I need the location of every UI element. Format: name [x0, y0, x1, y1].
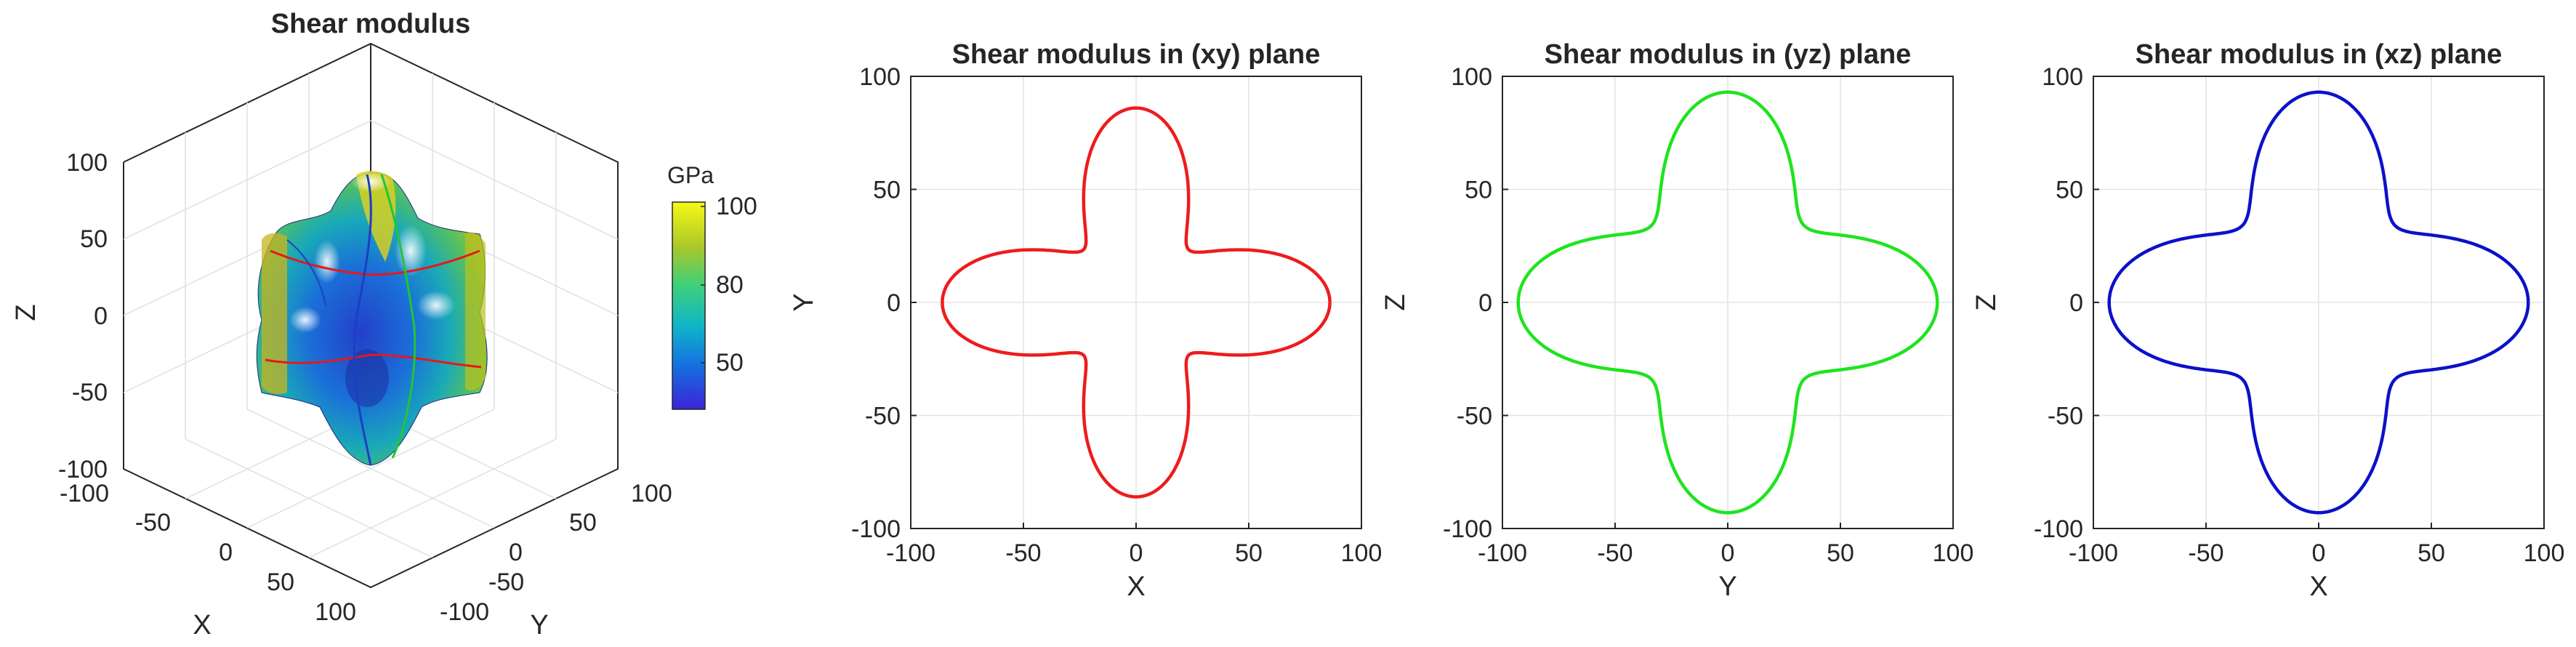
series-curve: [1516, 90, 1939, 515]
y-tick: 0: [509, 539, 523, 566]
y-tick-label: 100: [859, 63, 901, 91]
y-axis-label: Z: [1380, 294, 1411, 310]
panel-title: Shear modulus in (xz) plane: [2136, 39, 2503, 70]
x-axis-label: X: [193, 610, 211, 640]
y-tick: 50: [569, 509, 597, 537]
x-tick-label: -100: [1478, 539, 1527, 567]
x-tick-label: 50: [1235, 539, 1263, 567]
x-tick: 50: [267, 568, 294, 596]
x-tick-label: 100: [1933, 539, 1974, 567]
x-ticks: -100 -50 0 50 100: [60, 480, 356, 626]
y-tick-label: -50: [1457, 403, 1492, 430]
x-tick-label: 0: [1721, 539, 1735, 567]
x-tick: 0: [219, 539, 233, 566]
y-tick-label: -100: [851, 515, 901, 543]
y-tick-label: 50: [1465, 177, 1492, 204]
x-tick-label: 0: [2312, 539, 2326, 567]
y-tick: 100: [631, 480, 672, 507]
colorbar-tick: 100: [716, 193, 757, 220]
x-tick: -50: [135, 509, 171, 537]
panel-title: Shear modulus in (yz) plane: [1545, 39, 1912, 70]
shear-surface: [256, 171, 488, 466]
y-tick-label: 0: [887, 289, 901, 317]
surface-title: Shear modulus: [271, 9, 471, 39]
z-tick: 0: [94, 302, 108, 330]
y-axis-label: Y: [530, 610, 548, 640]
z-tick: -100: [58, 456, 108, 483]
x-axis-label: X: [1127, 571, 1145, 602]
yz-plane-panel: -100 -50 0 50 100 100 50 0 -50 -100 Shear modulus …: [1380, 39, 1973, 602]
y-tick-label: -100: [2034, 515, 2083, 543]
x-tick-label: 0: [1130, 539, 1143, 567]
y-tick-label: 50: [873, 177, 901, 204]
x-tick-label: -50: [2188, 539, 2223, 567]
x-tick-label: 100: [1341, 539, 1382, 567]
colorbar-tick: 50: [716, 349, 744, 377]
x-tick-label: -100: [886, 539, 935, 567]
z-tick: 50: [80, 225, 108, 253]
colorbar-scale: [672, 201, 706, 410]
xy-plane-panel: -100 -50 0 50 100 100 50 0 -50 -100 Shear modulus …: [789, 39, 1382, 602]
colorbar-label: GPa: [667, 162, 714, 188]
z-ticks: 100 50 0 -50 -100: [58, 149, 108, 483]
x-axis-label: Y: [1718, 571, 1736, 602]
x-tick: -100: [60, 480, 109, 507]
y-axis-label: Y: [789, 293, 819, 311]
y-tick-label: -100: [1443, 515, 1492, 543]
y-tick-label: 0: [2069, 289, 2083, 317]
colorbar-tick: 80: [716, 271, 744, 299]
series-curve: [941, 106, 1332, 499]
z-tick: -50: [72, 379, 108, 406]
x-tick-label: 50: [1827, 539, 1854, 567]
y-tick-label: 50: [2056, 177, 2083, 204]
y-tick: -50: [488, 568, 524, 596]
grid-3d: [123, 73, 619, 558]
y-tick-label: -50: [865, 403, 901, 430]
x-tick-label: 50: [2418, 539, 2445, 567]
y-tick-label: -50: [2048, 403, 2083, 430]
xz-plane-panel: -100 -50 0 50 100 100 50 0 -50 -100 Shear modulus …: [1971, 39, 2564, 602]
y-tick-label: 100: [2042, 63, 2083, 91]
z-tick: 100: [66, 149, 108, 177]
x-tick-label: -100: [2069, 539, 2118, 567]
panel-title: Shear modulus in (xy) plane: [952, 39, 1321, 70]
x-tick-label: -50: [1005, 539, 1041, 567]
z-axis-label: Z: [11, 304, 41, 321]
y-tick: -100: [440, 598, 489, 626]
series-curve: [2107, 90, 2530, 515]
x-tick-label: 100: [2524, 539, 2565, 567]
y-tick-label: 0: [1478, 289, 1492, 317]
y-axis-label: Z: [1971, 294, 2002, 310]
x-tick: 100: [315, 598, 356, 626]
surface-panel: Shear modulus: [11, 9, 757, 640]
x-axis-label: X: [2309, 571, 2327, 602]
y-ticks: -100 -50 0 50 100: [440, 480, 672, 626]
x-tick-label: -50: [1597, 539, 1633, 567]
y-tick-label: 100: [1451, 63, 1492, 91]
colorbar: GPa 100 80 50: [667, 162, 757, 410]
